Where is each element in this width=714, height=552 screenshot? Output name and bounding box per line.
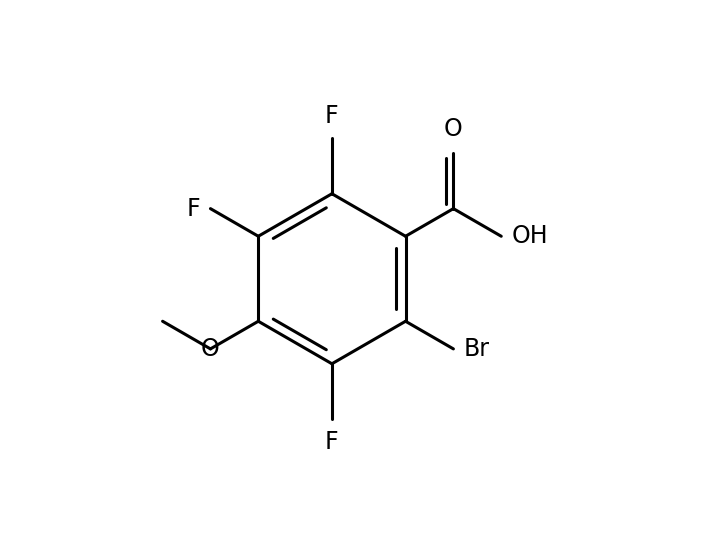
Text: O: O (444, 116, 463, 141)
Text: Br: Br (464, 337, 490, 361)
Text: O: O (201, 337, 220, 361)
Text: F: F (186, 197, 200, 221)
Text: OH: OH (512, 224, 548, 248)
Text: F: F (325, 429, 338, 454)
Text: F: F (325, 104, 338, 128)
